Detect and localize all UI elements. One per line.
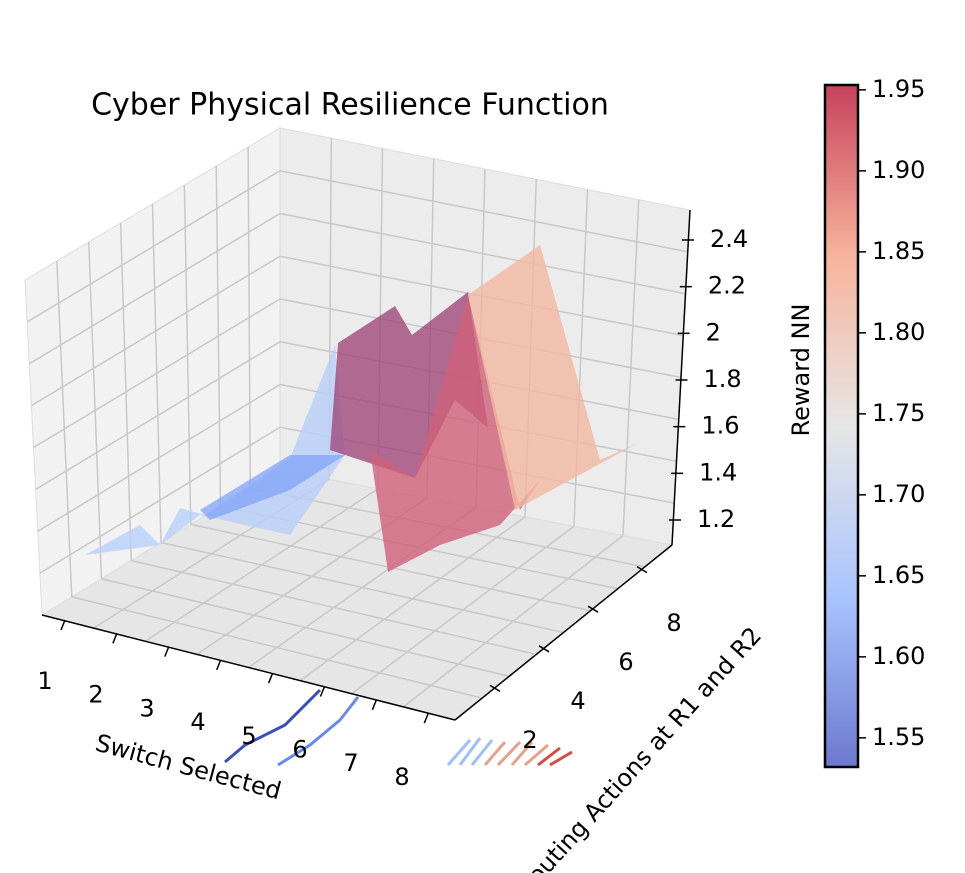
pane-grid-line (247, 146, 251, 489)
x-tick (267, 672, 274, 684)
y-tick (636, 565, 648, 574)
y-axis-label: Routing Actions at R1 and R2 (511, 622, 767, 873)
pane-grid-line (183, 184, 192, 525)
colorbar-tick-label: 1.95 (872, 75, 925, 103)
pane-grid-line (37, 383, 281, 532)
colorbar-tick-label: 1.60 (872, 642, 925, 670)
colorbar-tick-label: 1.55 (872, 723, 925, 751)
z-tick-label: 1.2 (697, 505, 735, 533)
x-tick (60, 619, 66, 631)
colorbar-tick-label: 1.70 (872, 480, 925, 508)
x-tick (319, 686, 326, 697)
pane-grid-line (299, 516, 526, 682)
z-tick-label: 2.4 (710, 225, 748, 253)
colorbar-tick-label: 1.85 (872, 237, 925, 265)
x-tick-label: 2 (88, 681, 103, 709)
x-tick (371, 699, 378, 711)
x-tick-label: 7 (343, 749, 358, 777)
pane-grid-line (160, 541, 564, 634)
y-tick-label: 4 (570, 687, 585, 715)
pane-grid-line (35, 341, 281, 491)
axis-lines (41, 209, 691, 721)
z-tick-label: 1.6 (701, 412, 739, 440)
colorbar-frame (823, 83, 860, 769)
y-tick (489, 684, 501, 693)
x-tick-label: 4 (190, 708, 205, 736)
colorbar-tick-label: 1.80 (872, 318, 925, 346)
x-tick-label: 6 (292, 736, 307, 764)
contours (224, 688, 573, 767)
pane-grid-line (215, 165, 222, 507)
y-tick-label: 6 (618, 648, 633, 676)
x-tick (112, 633, 118, 644)
x-tick (164, 646, 170, 657)
pane-grid (26, 138, 688, 708)
x-tick-label: 5 (241, 722, 256, 750)
colorbar-tick-label: 1.65 (872, 561, 925, 589)
y-tick (587, 605, 599, 613)
surface (85, 245, 638, 572)
x-tick-label: 8 (394, 763, 409, 791)
z-tick-label: 2.2 (708, 272, 746, 300)
colorbar-tick-label: 1.75 (872, 399, 925, 427)
x-tick (216, 659, 222, 671)
z-tick-label: 1.8 (704, 365, 742, 393)
colorbar (825, 85, 858, 767)
x-tick (423, 712, 429, 724)
x-tick-label: 3 (139, 694, 154, 722)
colorbar-tick-label: 1.90 (872, 156, 925, 184)
z-tick-label: 2 (706, 318, 721, 346)
y-tick-label: 8 (666, 609, 681, 637)
pane-grid-line (402, 535, 624, 708)
pane-grid-line (622, 199, 640, 536)
pane-grid-line (33, 298, 281, 449)
pane-grid-line (39, 426, 281, 574)
y-tick-label: 2 (522, 726, 537, 754)
x-tick-label: 1 (37, 667, 52, 695)
chart-title: Cyber Physical Resilience Function (91, 88, 609, 123)
y-tick (538, 645, 550, 653)
z-tick-label: 1.4 (699, 458, 737, 486)
pane-grid-line (351, 525, 575, 695)
z-axis-label: Reward NN (787, 304, 815, 437)
